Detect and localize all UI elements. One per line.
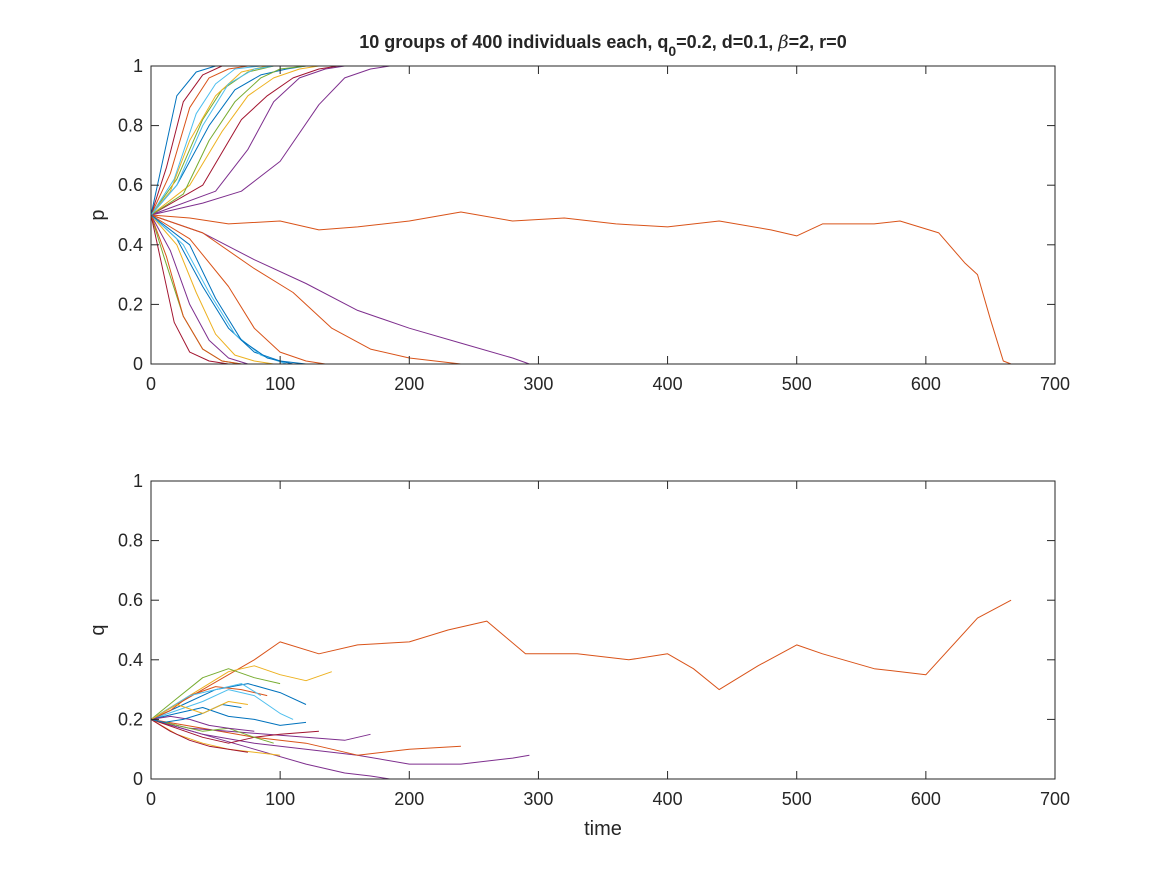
q-x-tick-label-1: 100 xyxy=(265,789,295,809)
q-x-tick-label-2: 200 xyxy=(394,789,424,809)
q-x-tick-label-3: 300 xyxy=(523,789,553,809)
p-series-line-16 xyxy=(150,214,326,365)
p-plot-area xyxy=(151,66,1055,364)
q-y-tick-label-2: 0.4 xyxy=(118,650,143,670)
p-series-line-15 xyxy=(150,65,274,216)
q-series-line-11 xyxy=(150,707,307,726)
p-y-tick-label-2: 0.4 xyxy=(118,235,143,255)
p-ticks-group: 0 100 200 300 400 500 600 700 0 0.2 0.4 0.6 0.8 1 xyxy=(118,56,1070,394)
p-x-tick-label-2: 200 xyxy=(394,374,424,394)
p-x-tick-label-7: 700 xyxy=(1040,374,1070,394)
p-series-line-3 xyxy=(150,65,390,216)
q-series-line-12 xyxy=(150,686,268,720)
q-y-tick-label-3: 0.6 xyxy=(118,590,143,610)
q-series-line-8 xyxy=(150,689,294,720)
q-y-axis-label: q xyxy=(87,624,109,635)
q-y-tick-label-0: 0 xyxy=(133,769,143,789)
p-y-tick-label-5: 1 xyxy=(133,56,143,76)
q-series-group xyxy=(150,599,1012,780)
q-y-tick-label-4: 0.8 xyxy=(118,531,143,551)
q-series-line-2 xyxy=(150,718,461,756)
p-x-tick-label-6: 600 xyxy=(911,374,941,394)
q-axes-box xyxy=(150,480,1056,780)
q-series-line-17 xyxy=(150,704,242,723)
p-series-line-23 xyxy=(150,214,294,365)
p-series-line-2 xyxy=(150,214,461,365)
q-plot-area xyxy=(151,481,1055,779)
p-x-tick-label-3: 300 xyxy=(523,374,553,394)
p-series-line-5 xyxy=(150,65,339,216)
p-x-tick-label-0: 0 xyxy=(146,374,156,394)
q-series-line-14 xyxy=(150,683,262,720)
q-y-tick-label-1: 0.2 xyxy=(118,709,143,729)
p-panel: 0 100 200 300 400 500 600 700 0 0.2 0.4 0.6 0.8 1 p xyxy=(87,56,1070,394)
q-series-line-13 xyxy=(150,718,274,744)
q-x-tick-label-5: 500 xyxy=(782,789,812,809)
q-x-tick-label-4: 400 xyxy=(653,789,683,809)
q-series-line-16 xyxy=(150,715,255,732)
q-series-line-3 xyxy=(150,718,390,780)
p-y-tick-label-0: 0 xyxy=(133,354,143,374)
q-x-tick-label-6: 600 xyxy=(911,789,941,809)
q-ticks-group: 0 100 200 300 400 500 600 700 0 0.2 0.4 0.6 0.8 1 xyxy=(118,471,1070,809)
q-x-tick-label-7: 700 xyxy=(1040,789,1070,809)
p-axes-box xyxy=(150,65,1056,365)
p-x-tick-label-5: 500 xyxy=(782,374,812,394)
p-x-tick-label-1: 100 xyxy=(265,374,295,394)
q-series-line-9 xyxy=(150,718,319,744)
chart-title: 10 groups of 400 individuals each, q0=0.… xyxy=(359,32,846,59)
q-series-line-7 xyxy=(150,668,281,720)
p-series-line-4 xyxy=(150,65,345,216)
q-series-line-15 xyxy=(150,718,248,753)
q-panel: 0 100 200 300 400 500 600 700 0 0.2 0.4 0.6 0.8 1 q t… xyxy=(87,471,1070,840)
p-series-line-24 xyxy=(150,214,242,365)
p-y-tick-label-4: 0.8 xyxy=(118,116,143,136)
q-series-line-18 xyxy=(150,701,248,720)
q-series-line-0 xyxy=(150,599,1012,720)
p-series-line-18 xyxy=(150,214,274,365)
q-series-line-6 xyxy=(150,683,307,720)
p-y-tick-label-1: 0.2 xyxy=(118,294,143,314)
p-x-tick-label-4: 400 xyxy=(653,374,683,394)
p-y-tick-label-3: 0.6 xyxy=(118,175,143,195)
p-series-line-0 xyxy=(150,211,1012,365)
q-y-tick-label-5: 1 xyxy=(133,471,143,491)
p-series-line-1 xyxy=(150,214,530,365)
q-x-tick-label-0: 0 xyxy=(146,789,156,809)
p-y-axis-label: p xyxy=(87,209,109,220)
q-x-axis-label: time xyxy=(584,818,622,840)
p-series-line-6 xyxy=(150,65,319,216)
